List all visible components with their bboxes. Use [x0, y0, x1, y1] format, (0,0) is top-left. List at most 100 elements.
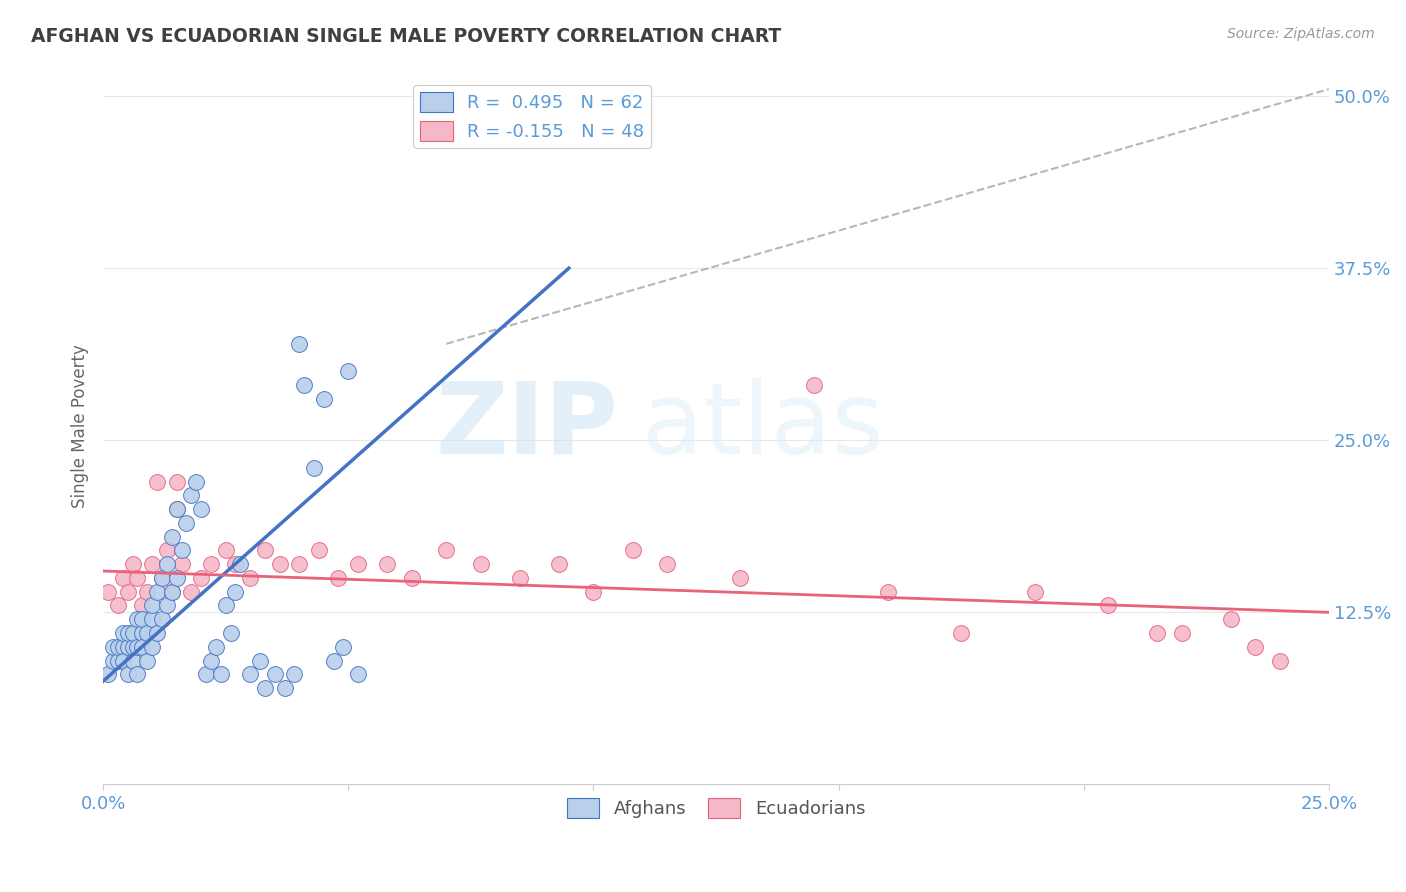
Point [107, 640, 129, 654]
Point [136, 626, 159, 640]
Point [215, 599, 238, 613]
Point [195, 667, 218, 681]
Point [170, 543, 193, 558]
Point [312, 392, 335, 406]
Point [401, 571, 423, 585]
Point [121, 626, 143, 640]
Point [730, 571, 752, 585]
Point [166, 571, 188, 585]
Point [200, 557, 222, 571]
Point [101, 640, 124, 654]
Point [150, 571, 173, 585]
Point [1024, 584, 1046, 599]
Point [131, 612, 153, 626]
Point [1146, 626, 1168, 640]
Point [146, 475, 169, 489]
Point [249, 653, 271, 667]
Point [150, 612, 173, 626]
Point [111, 653, 134, 667]
Point [146, 626, 169, 640]
Point [200, 653, 222, 667]
Point [215, 543, 238, 558]
Point [180, 584, 202, 599]
Point [1170, 626, 1192, 640]
Point [107, 599, 129, 613]
Point [180, 488, 202, 502]
Point [101, 653, 124, 667]
Point [273, 681, 295, 695]
Point [127, 612, 149, 626]
Point [224, 584, 246, 599]
Point [146, 584, 169, 599]
Point [160, 584, 183, 599]
Point [141, 557, 163, 571]
Point [121, 640, 143, 654]
Point [166, 475, 188, 489]
Point [205, 640, 228, 654]
Point [1244, 640, 1267, 654]
Point [509, 571, 531, 585]
Point [107, 653, 129, 667]
Point [176, 516, 198, 530]
Point [127, 667, 149, 681]
Point [117, 667, 139, 681]
Point [283, 667, 305, 681]
Point [347, 557, 370, 571]
Point [97, 584, 120, 599]
Point [328, 571, 350, 585]
Point [131, 626, 153, 640]
Legend: Afghans, Ecuadorians: Afghans, Ecuadorians [560, 791, 873, 825]
Point [111, 626, 134, 640]
Point [621, 543, 644, 558]
Point [117, 626, 139, 640]
Point [269, 557, 291, 571]
Text: atlas: atlas [643, 378, 884, 475]
Point [229, 557, 252, 571]
Point [308, 543, 330, 558]
Point [1219, 612, 1241, 626]
Point [156, 543, 179, 558]
Point [141, 599, 163, 613]
Point [655, 557, 678, 571]
Point [127, 571, 149, 585]
Point [219, 626, 242, 640]
Point [131, 599, 153, 613]
Point [186, 475, 208, 489]
Point [1268, 653, 1291, 667]
Point [131, 640, 153, 654]
Point [322, 653, 344, 667]
Point [121, 653, 143, 667]
Text: ZIP: ZIP [434, 378, 617, 475]
Point [209, 667, 232, 681]
Text: Source: ZipAtlas.com: Source: ZipAtlas.com [1227, 27, 1375, 41]
Point [136, 653, 159, 667]
Point [253, 681, 276, 695]
Point [239, 667, 262, 681]
Point [141, 612, 163, 626]
Point [347, 667, 370, 681]
Point [170, 557, 193, 571]
Point [127, 640, 149, 654]
Point [950, 626, 973, 640]
Point [224, 557, 246, 571]
Point [1097, 599, 1119, 613]
Point [111, 571, 134, 585]
Point [156, 599, 179, 613]
Point [253, 543, 276, 558]
Point [377, 557, 399, 571]
Point [111, 640, 134, 654]
Point [302, 460, 325, 475]
Point [160, 530, 183, 544]
Point [166, 502, 188, 516]
Point [337, 364, 360, 378]
Text: AFGHAN VS ECUADORIAN SINGLE MALE POVERTY CORRELATION CHART: AFGHAN VS ECUADORIAN SINGLE MALE POVERTY… [31, 27, 782, 45]
Point [239, 571, 262, 585]
Point [97, 667, 120, 681]
Y-axis label: Single Male Poverty: Single Male Poverty [72, 344, 89, 508]
Point [292, 378, 315, 392]
Point [190, 502, 212, 516]
Point [141, 640, 163, 654]
Point [876, 584, 898, 599]
Point [803, 378, 825, 392]
Point [117, 640, 139, 654]
